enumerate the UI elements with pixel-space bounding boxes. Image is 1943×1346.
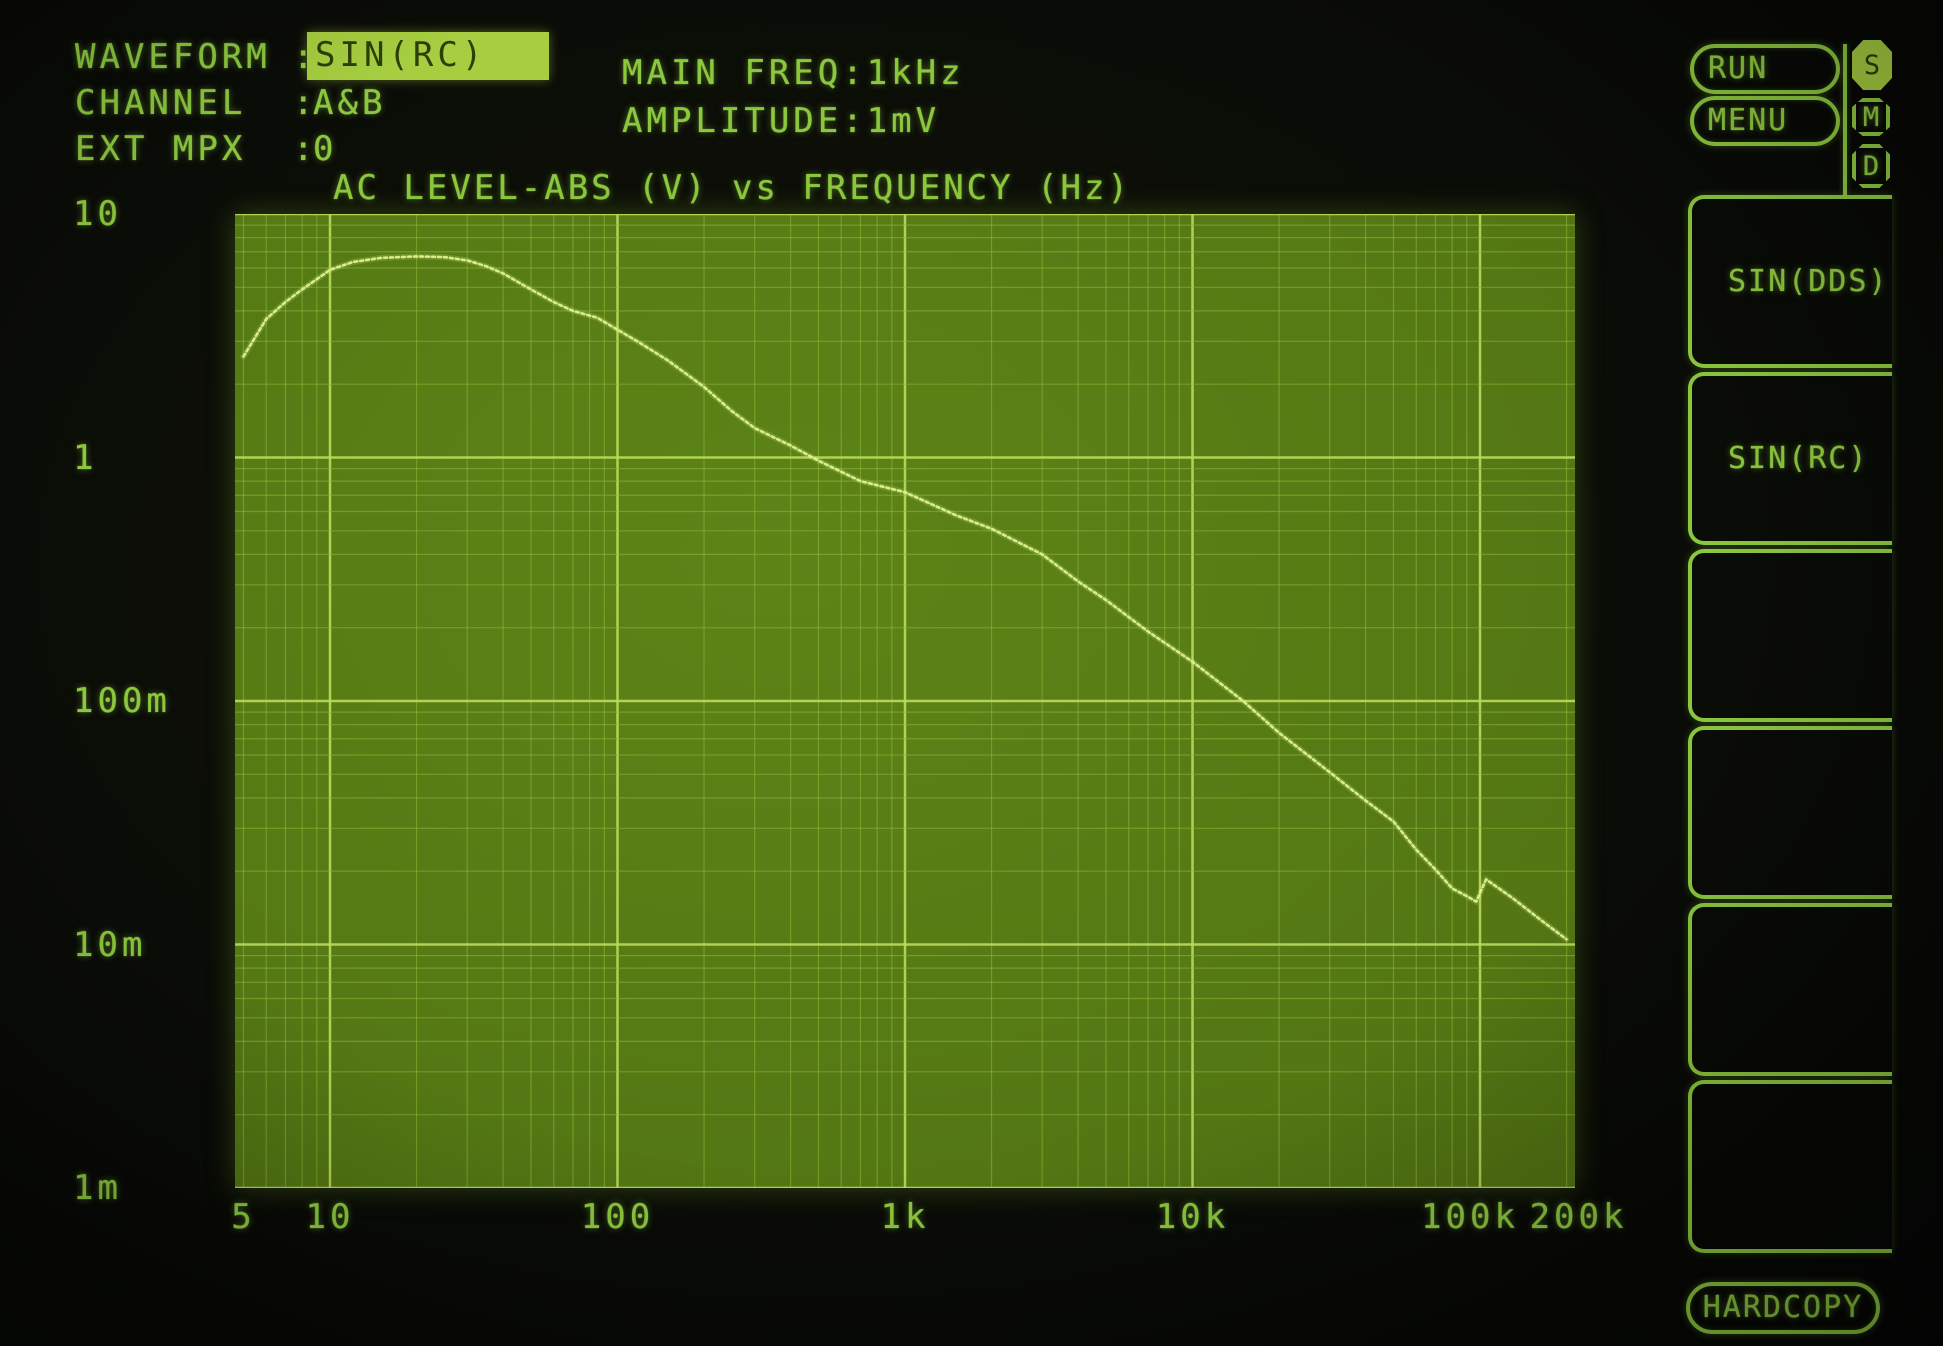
softkey-empty-5[interactable] <box>1688 903 1892 1076</box>
y-tick-label-10m: 10m <box>73 924 147 965</box>
measurement-trace-glow <box>240 253 1570 943</box>
x-tick-label-1k: 1k <box>880 1197 930 1237</box>
x-tick-label-5: 5 <box>231 1197 256 1237</box>
plot-area <box>235 212 1575 1190</box>
param-label-waveform: WAVEFORM <box>75 37 271 77</box>
x-tick-label-10: 10 <box>305 1197 355 1237</box>
menu-button[interactable]: MENU <box>1690 96 1840 146</box>
frequency-response-plot <box>235 212 1575 1190</box>
y-tick-label-1: 1 <box>73 437 98 478</box>
hardcopy-button-label: HARDCOPY <box>1702 1290 1864 1325</box>
param-colon: : <box>293 83 318 123</box>
status-badge-s: S <box>1852 40 1892 90</box>
softkey-label: SIN(DDS) <box>1728 263 1889 299</box>
softkey-empty-6[interactable] <box>1688 1080 1892 1253</box>
softkey-sinrc[interactable]: SIN(RC) <box>1688 372 1892 545</box>
param-value-field[interactable]: A&B <box>313 83 387 123</box>
softkey-sindds[interactable]: SIN(DDS) <box>1688 195 1892 368</box>
readout-main-freq: MAIN FREQ:1kHz <box>622 53 965 93</box>
softkey-label: SIN(RC) <box>1728 440 1869 476</box>
y-tick-label-1m: 1m <box>73 1168 122 1208</box>
param-value-field[interactable]: 0 <box>313 129 338 169</box>
param-colon: : <box>293 129 318 169</box>
y-tick-label-10: 10 <box>73 194 122 234</box>
param-label-ext-mpx: EXT MPX <box>75 129 247 169</box>
param-label-channel: CHANNEL <box>75 83 247 123</box>
menu-button-label: MENU <box>1708 103 1789 138</box>
run-button[interactable]: RUN <box>1690 44 1840 94</box>
readout-amplitude: AMPLITUDE:1mV <box>622 101 941 141</box>
status-badge-m: M <box>1852 98 1890 136</box>
run-button-label: RUN <box>1708 51 1769 86</box>
status-badge-d: D <box>1852 144 1890 188</box>
param-value-highlighted-field[interactable]: SIN(RC) <box>307 32 549 80</box>
chart-title: AC LEVEL-ABS (V) vs FREQUENCY (Hz) <box>333 168 1131 208</box>
x-tick-label-100: 100 <box>580 1197 655 1237</box>
y-tick-label-100m: 100m <box>73 681 171 721</box>
x-tick-label-10k: 10k <box>1155 1197 1230 1237</box>
param-value-text: SIN(RC) <box>315 35 487 75</box>
badge-separator-line <box>1843 44 1847 196</box>
softkey-empty-3[interactable] <box>1688 549 1892 722</box>
hardcopy-button[interactable]: HARDCOPY <box>1686 1282 1880 1334</box>
softkey-empty-4[interactable] <box>1688 726 1892 899</box>
x-tick-label-200k: 200k <box>1529 1197 1628 1237</box>
x-tick-label-100k: 100k <box>1421 1197 1519 1237</box>
measurement-trace <box>242 255 1568 941</box>
